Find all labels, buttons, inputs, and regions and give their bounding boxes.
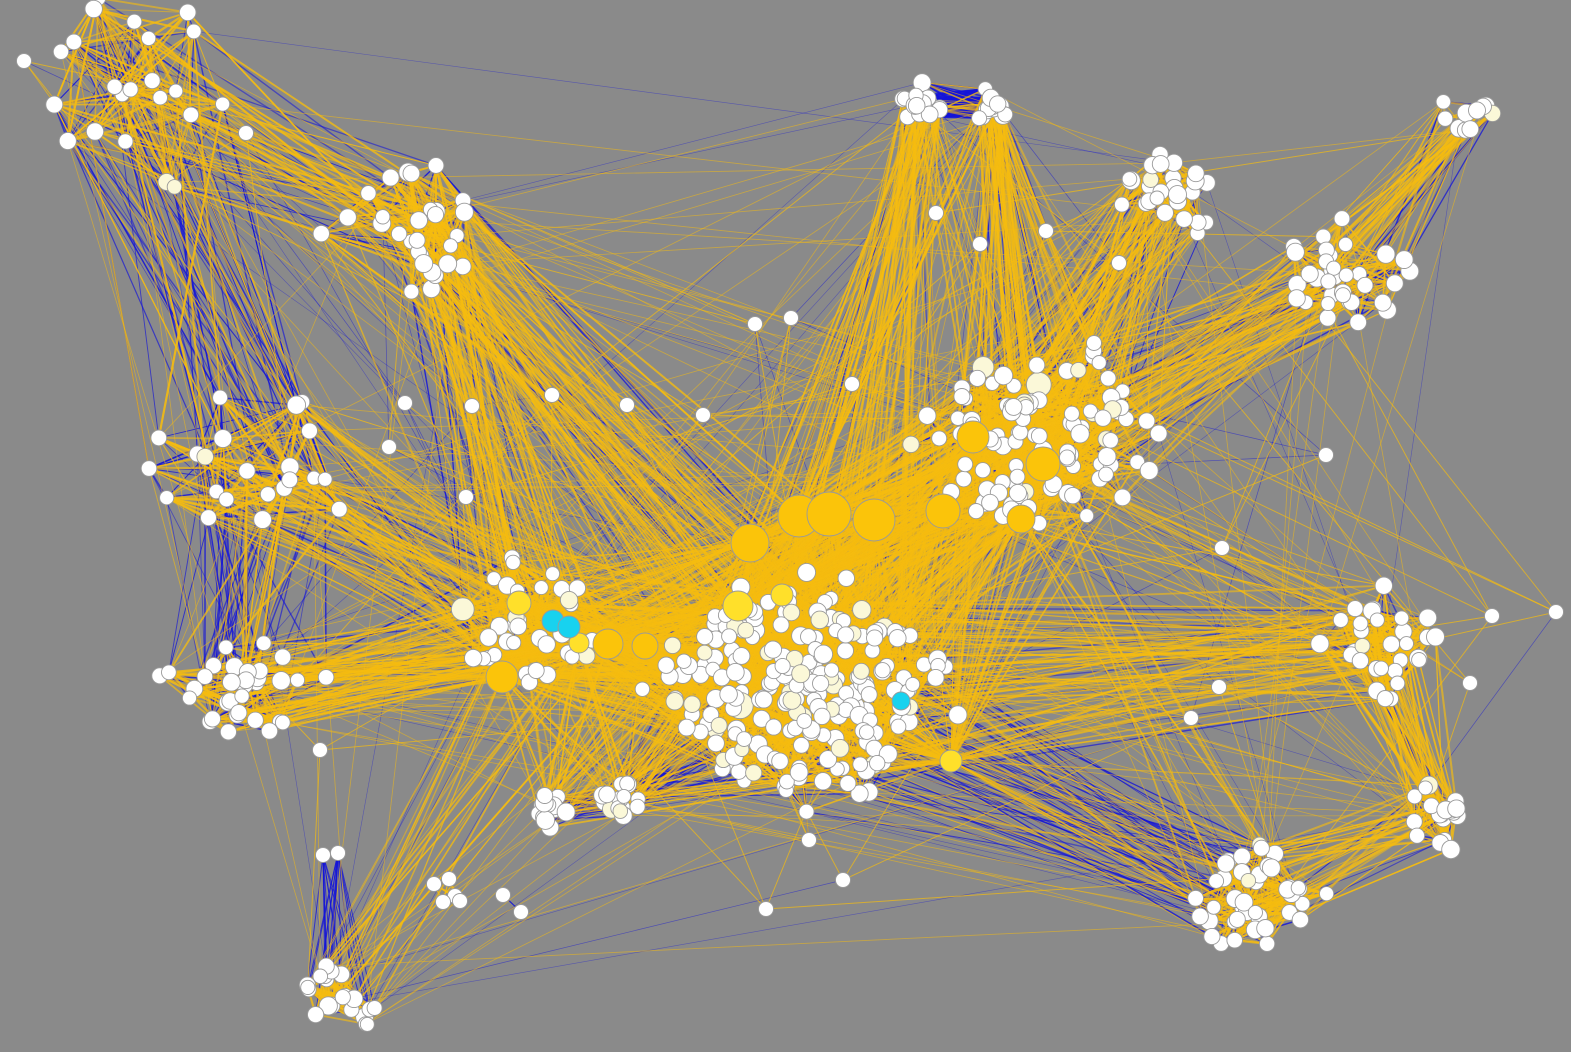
graph-edge: [158, 437, 223, 440]
graph-edge: [919, 113, 1153, 166]
graph-edge: [73, 41, 126, 142]
graph-edge: [67, 140, 221, 398]
graph-edge: [67, 140, 291, 468]
graph-edge: [806, 811, 1238, 920]
graph-edge: [205, 455, 326, 481]
graph-edge: [121, 94, 218, 492]
graph-edge: [73, 41, 391, 179]
graph-edge: [922, 82, 986, 90]
graph-edge: [113, 86, 291, 481]
graph-edge: [148, 468, 206, 677]
graph-edge: [262, 508, 340, 521]
graph-edge: [94, 131, 224, 439]
graph-edge: [1383, 585, 1429, 638]
graph-edge: [861, 609, 1382, 670]
graph-edge: [246, 470, 332, 1006]
graph-edge: [121, 94, 341, 510]
graph-edge: [222, 438, 231, 702]
graph-edge: [244, 479, 291, 686]
graph-edge: [225, 404, 297, 500]
graph-edge: [133, 20, 383, 225]
graph-edge: [121, 11, 189, 96]
graph-edge: [301, 401, 541, 639]
graph-edge: [94, 131, 269, 495]
graph-edge: [222, 430, 310, 440]
graph-edge: [193, 31, 224, 105]
graph-edge: [121, 94, 248, 472]
graph-edge: [53, 104, 221, 398]
graph-edge: [354, 879, 844, 1000]
graph-edge: [1332, 109, 1478, 269]
graph-edge: [53, 104, 227, 500]
graph-edge: [921, 81, 988, 111]
graph-edge: [1376, 128, 1460, 691]
graph-edge: [67, 140, 340, 510]
graph-edge: [93, 8, 458, 237]
graph-edge: [1381, 127, 1460, 304]
graph-edge: [67, 140, 167, 183]
graph-edge: [93, 7, 195, 33]
graph-edge: [306, 854, 324, 986]
graph-edge: [174, 186, 465, 213]
graph-edge: [204, 397, 221, 457]
graph-edge: [1345, 101, 1444, 245]
graph-edge: [54, 103, 223, 106]
graph-edge: [1325, 112, 1467, 251]
graph-edge: [327, 808, 1457, 1008]
graph-edge: [192, 31, 222, 398]
graph-edge: [993, 102, 1112, 441]
graph-edge: [307, 852, 339, 988]
graph-edge: [67, 94, 123, 142]
graph-edge: [148, 430, 310, 470]
graph-edge: [1024, 321, 1359, 404]
graph-edge: [67, 140, 433, 215]
graph-edge: [73, 41, 437, 167]
graph-edge: [337, 852, 376, 1009]
graph-edge: [93, 8, 188, 13]
graph-edge: [73, 41, 150, 469]
graph-edge: [211, 470, 248, 720]
graph-edge: [921, 81, 992, 99]
graph-edge: [121, 93, 464, 202]
graph-edge: [840, 630, 1382, 670]
graph-edge: [227, 82, 923, 703]
graph-edge: [175, 90, 369, 195]
graph-edge: [158, 404, 297, 439]
graph-edge: [859, 793, 1201, 917]
graph-edge: [73, 41, 412, 243]
graph-edge: [193, 30, 392, 179]
graph-edge: [53, 104, 310, 432]
graph-edge: [204, 404, 297, 458]
graph-edge: [1190, 261, 1327, 719]
graph-edge: [322, 854, 365, 1018]
graph-edge: [1345, 127, 1460, 276]
graph-edge: [104, 0, 188, 14]
graph-edge: [847, 697, 1392, 785]
graph-edge: [160, 97, 437, 167]
graph-edge: [462, 82, 923, 201]
graph-edge: [855, 653, 1352, 707]
graph-edge: [175, 90, 406, 404]
